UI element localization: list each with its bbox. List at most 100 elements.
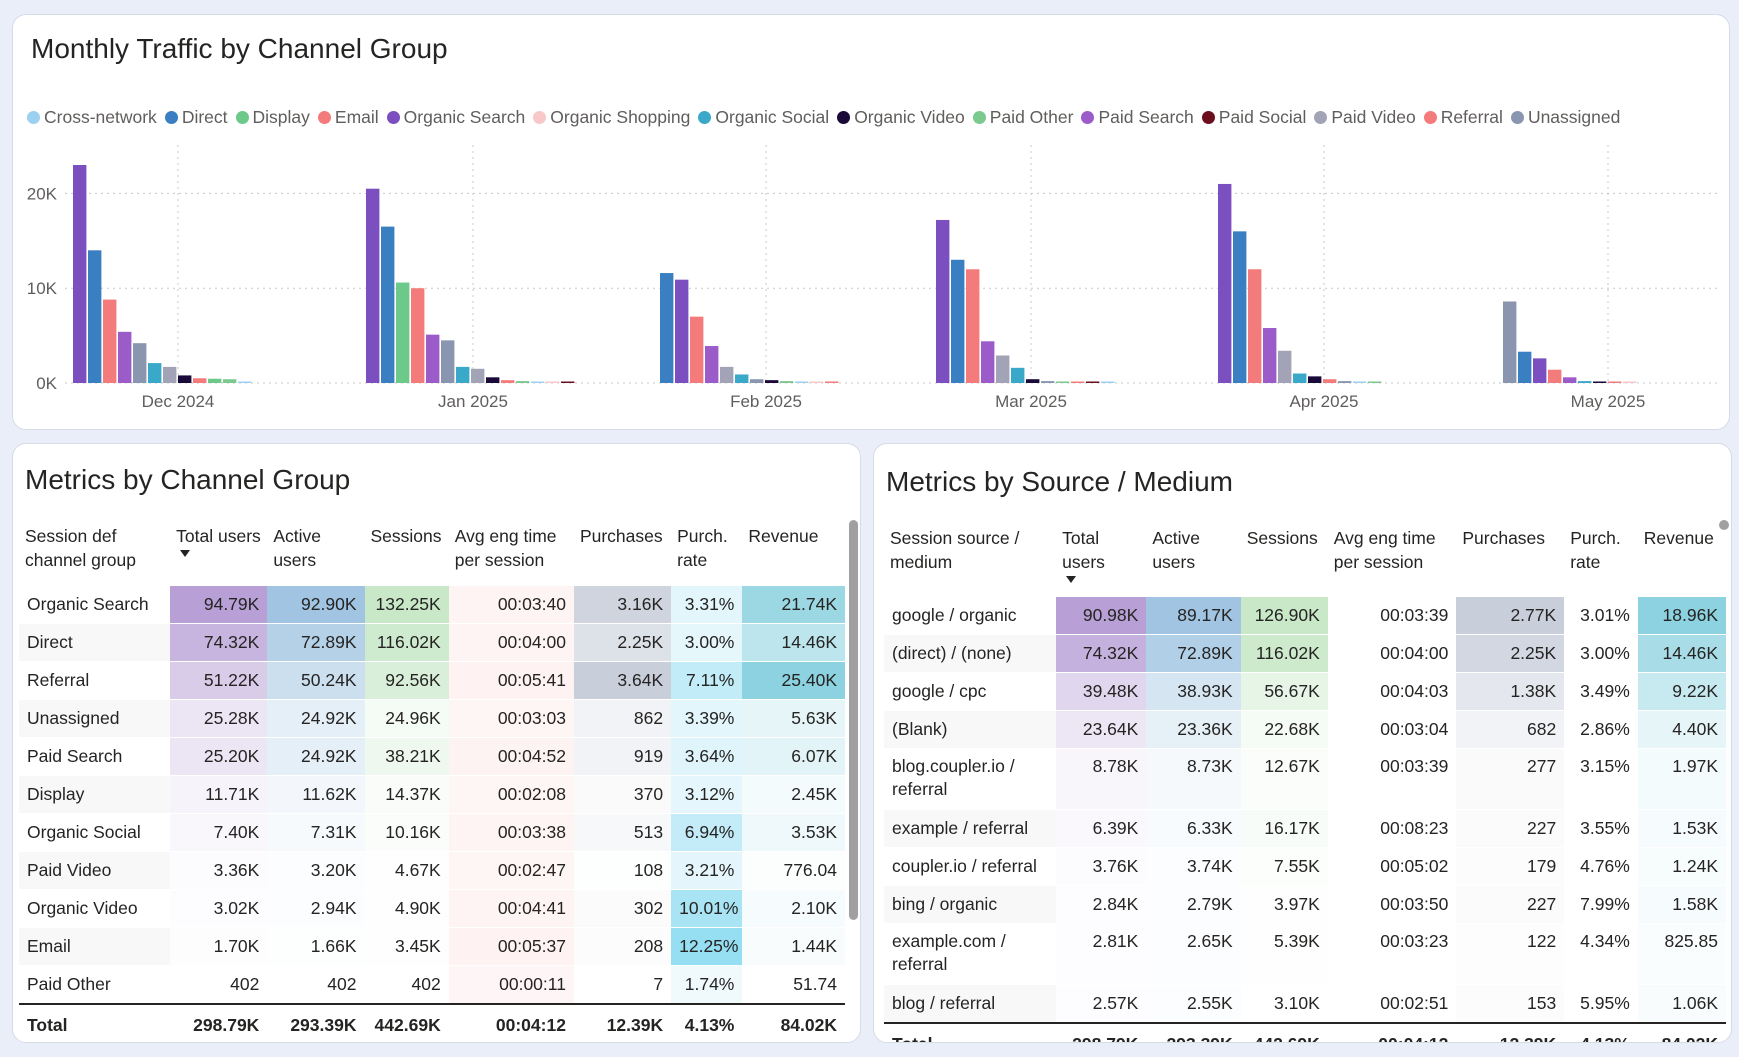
table-row[interactable]: Unassigned 25.28K 24.92K 24.96K 00:03:03 862 3… bbox=[19, 699, 845, 738]
bar[interactable] bbox=[73, 165, 87, 383]
column-header[interactable]: Purch. rate bbox=[1564, 526, 1638, 597]
legend-item[interactable]: Organic Shopping bbox=[533, 107, 690, 128]
bar[interactable] bbox=[765, 380, 779, 383]
column-header[interactable]: Revenue bbox=[742, 524, 845, 586]
table-row[interactable]: example.com / referral 2.81K 2.65K 5.39K 00:… bbox=[884, 923, 1726, 985]
table-row[interactable]: google / organic 90.98K 89.17K 126.90K 00:03… bbox=[884, 597, 1726, 635]
bar[interactable] bbox=[546, 381, 560, 384]
bar[interactable] bbox=[426, 334, 440, 383]
legend-item[interactable]: Paid Search bbox=[1081, 107, 1194, 128]
bar[interactable] bbox=[1623, 381, 1637, 384]
bar[interactable] bbox=[951, 259, 965, 383]
table-row[interactable]: example / referral 6.39K 6.33K 16.17K 00:08:… bbox=[884, 809, 1726, 848]
column-header[interactable]: Purchases bbox=[1456, 526, 1564, 597]
bar[interactable] bbox=[1608, 381, 1622, 384]
bar[interactable] bbox=[660, 273, 674, 383]
bar[interactable] bbox=[163, 366, 177, 383]
bar[interactable] bbox=[441, 340, 455, 383]
table-row[interactable]: bing / organic 2.84K 2.79K 3.97K 00:03:50 227… bbox=[884, 885, 1726, 924]
legend-item[interactable]: Display bbox=[235, 107, 310, 128]
bar[interactable] bbox=[396, 282, 410, 383]
bar[interactable] bbox=[531, 381, 545, 384]
bar[interactable] bbox=[966, 269, 980, 383]
bar[interactable] bbox=[1518, 351, 1532, 383]
chart-legend[interactable]: Cross-network Direct Display Email Organic S… bbox=[27, 107, 1628, 128]
column-header[interactable]: Active users bbox=[267, 524, 364, 586]
bar[interactable] bbox=[88, 250, 102, 383]
bar[interactable] bbox=[675, 279, 689, 383]
bar[interactable] bbox=[1533, 358, 1547, 383]
legend-item[interactable]: Paid Video bbox=[1314, 107, 1416, 128]
bar[interactable] bbox=[1041, 381, 1055, 383]
legend-item[interactable]: Organic Video bbox=[837, 107, 965, 128]
bar[interactable] bbox=[1071, 381, 1085, 384]
table-row[interactable]: (direct) / (none) 74.32K 72.89K 116.02K 00:0… bbox=[884, 634, 1726, 673]
bar[interactable] bbox=[516, 381, 530, 383]
column-header[interactable]: Sessions bbox=[1241, 526, 1328, 597]
bar[interactable] bbox=[690, 316, 704, 383]
column-header[interactable]: Total users bbox=[1056, 526, 1146, 597]
bar[interactable] bbox=[103, 299, 117, 383]
bar[interactable] bbox=[936, 219, 950, 383]
column-header[interactable]: Revenue bbox=[1638, 526, 1726, 597]
bar[interactable] bbox=[193, 378, 207, 383]
table-row[interactable]: blog.coupler.io / referral 8.78K 8.73K 12.6… bbox=[884, 748, 1726, 810]
table-row[interactable]: Paid Other 402 402 402 00:00:11 7 1.74% 51.74 bbox=[19, 965, 845, 1005]
bar[interactable] bbox=[118, 331, 132, 383]
bar[interactable] bbox=[1563, 377, 1577, 383]
bar[interactable] bbox=[750, 379, 764, 383]
bar[interactable] bbox=[1248, 269, 1262, 383]
legend-item[interactable]: Referral bbox=[1423, 107, 1503, 128]
bar[interactable] bbox=[1218, 183, 1232, 383]
bar[interactable] bbox=[1233, 231, 1247, 383]
bar[interactable] bbox=[133, 343, 147, 383]
bar[interactable] bbox=[1593, 381, 1607, 384]
table2-scrollbar[interactable] bbox=[1719, 520, 1729, 530]
legend-item[interactable]: Unassigned bbox=[1510, 107, 1620, 128]
bar[interactable] bbox=[1368, 381, 1382, 384]
bar[interactable] bbox=[810, 381, 824, 384]
table1-scrollbar[interactable] bbox=[849, 520, 858, 920]
bar[interactable] bbox=[1101, 381, 1115, 384]
bar[interactable] bbox=[1026, 379, 1040, 383]
bar[interactable] bbox=[981, 341, 995, 383]
column-header[interactable]: Active users bbox=[1146, 526, 1240, 597]
bar[interactable] bbox=[456, 366, 470, 383]
bar[interactable] bbox=[366, 188, 380, 383]
column-header[interactable]: Purchases bbox=[574, 524, 671, 586]
column-header[interactable]: Purch. rate bbox=[671, 524, 742, 586]
table-row[interactable]: (Blank) 23.64K 23.36K 22.68K 00:03:04 682 2.86… bbox=[884, 710, 1726, 749]
bar[interactable] bbox=[223, 379, 237, 383]
bar[interactable] bbox=[780, 381, 794, 383]
bar[interactable] bbox=[178, 375, 192, 383]
bar[interactable] bbox=[561, 381, 575, 384]
table-row[interactable]: Referral 51.22K 50.24K 92.56K 00:05:41 3.64K 7… bbox=[19, 661, 845, 700]
bar[interactable] bbox=[208, 378, 222, 383]
legend-item[interactable]: Organic Social bbox=[698, 107, 829, 128]
bar[interactable] bbox=[795, 381, 809, 384]
bar[interactable] bbox=[1353, 381, 1367, 384]
table-row[interactable]: Organic Video 3.02K 2.94K 4.90K 00:04:41 302 1… bbox=[19, 889, 845, 928]
table-row[interactable]: Organic Search 94.79K 92.90K 132.25K 00:03:4… bbox=[19, 586, 845, 624]
column-header[interactable]: Total users bbox=[170, 524, 267, 586]
legend-item[interactable]: Cross-network bbox=[27, 107, 157, 128]
bar[interactable] bbox=[1011, 367, 1025, 383]
bar[interactable] bbox=[705, 346, 719, 383]
bar[interactable] bbox=[1308, 376, 1322, 383]
legend-item[interactable]: Paid Other bbox=[972, 107, 1073, 128]
legend-item[interactable]: Organic Search bbox=[386, 107, 525, 128]
bar[interactable] bbox=[1293, 373, 1307, 383]
bar[interactable] bbox=[1548, 369, 1562, 383]
bar[interactable] bbox=[720, 366, 734, 383]
column-header[interactable]: Session source / medium bbox=[884, 526, 1056, 597]
bar[interactable] bbox=[486, 377, 500, 383]
bar[interactable] bbox=[825, 381, 839, 384]
bar[interactable] bbox=[1323, 379, 1337, 383]
bar[interactable] bbox=[381, 226, 395, 383]
table-row[interactable]: Organic Social 7.40K 7.31K 10.16K 00:03:38 51… bbox=[19, 813, 845, 852]
table-row[interactable]: Paid Search 25.20K 24.92K 38.21K 00:04:52 919… bbox=[19, 737, 845, 776]
bar[interactable] bbox=[1578, 381, 1592, 383]
table-row[interactable]: google / cpc 39.48K 38.93K 56.67K 00:04:03 1.… bbox=[884, 672, 1726, 711]
bar[interactable] bbox=[1056, 381, 1070, 384]
bar[interactable] bbox=[996, 355, 1010, 383]
